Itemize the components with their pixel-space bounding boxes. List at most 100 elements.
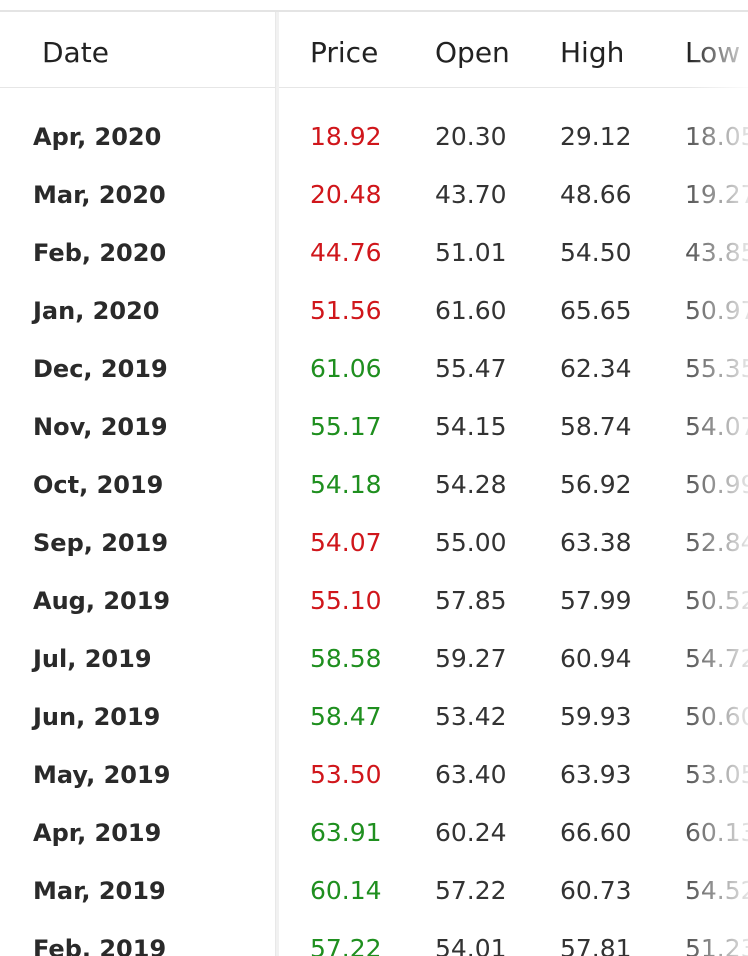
header-high[interactable]: High [560, 36, 625, 69]
cell-high: 29.12 [560, 122, 632, 151]
cell-high: 59.93 [560, 702, 632, 731]
cell-date: Oct, 2019 [33, 471, 164, 499]
cell-low: 50.60 [685, 702, 748, 731]
cell-high: 58.74 [560, 412, 632, 441]
cell-open: 51.01 [435, 238, 507, 267]
header-open[interactable]: Open [435, 36, 510, 69]
cell-high: 63.38 [560, 528, 632, 557]
cell-open: 57.85 [435, 586, 507, 615]
table-row[interactable]: Nov, 2019 55.17 54.15 58.74 54.07 [0, 398, 748, 456]
cell-low: 43.85 [685, 238, 748, 267]
cell-open: 43.70 [435, 180, 507, 209]
cell-date: Mar, 2019 [33, 877, 166, 905]
cell-price: 20.48 [310, 180, 382, 209]
cell-price: 54.18 [310, 470, 382, 499]
cell-open: 55.00 [435, 528, 507, 557]
cell-date: Nov, 2019 [33, 413, 168, 441]
cell-low: 18.05 [685, 122, 748, 151]
cell-open: 53.42 [435, 702, 507, 731]
cell-high: 57.81 [560, 934, 632, 956]
cell-open: 54.15 [435, 412, 507, 441]
cell-price: 51.56 [310, 296, 382, 325]
cell-high: 60.73 [560, 876, 632, 905]
table-row[interactable]: Jul, 2019 58.58 59.27 60.94 54.72 [0, 630, 748, 688]
cell-high: 57.99 [560, 586, 632, 615]
cell-high: 66.60 [560, 818, 632, 847]
table-row[interactable]: May, 2019 53.50 63.40 63.93 53.05 [0, 746, 748, 804]
cell-low: 50.99 [685, 470, 748, 499]
cell-high: 65.65 [560, 296, 632, 325]
cell-price: 18.92 [310, 122, 382, 151]
cell-date: Apr, 2019 [33, 819, 162, 847]
table-row[interactable]: Apr, 2020 18.92 20.30 29.12 18.05 [0, 108, 748, 166]
cell-open: 54.01 [435, 934, 507, 956]
table-row[interactable]: Feb, 2020 44.76 51.01 54.50 43.85 [0, 224, 748, 282]
cell-high: 56.92 [560, 470, 632, 499]
cell-open: 63.40 [435, 760, 507, 789]
cell-price: 55.17 [310, 412, 382, 441]
frozen-column-divider [275, 12, 279, 956]
table-header: Date Price Open High Low [0, 12, 748, 88]
table-row[interactable]: Apr, 2019 63.91 60.24 66.60 60.13 [0, 804, 748, 862]
cell-high: 63.93 [560, 760, 632, 789]
cell-low: 54.52 [685, 876, 748, 905]
cell-high: 54.50 [560, 238, 632, 267]
table-row[interactable]: Jan, 2020 51.56 61.60 65.65 50.97 [0, 282, 748, 340]
top-border [0, 0, 748, 12]
table-row[interactable]: Jun, 2019 58.47 53.42 59.93 50.60 [0, 688, 748, 746]
table-row[interactable]: Aug, 2019 55.10 57.85 57.99 50.52 [0, 572, 748, 630]
cell-date: Aug, 2019 [33, 587, 171, 615]
cell-high: 60.94 [560, 644, 632, 673]
table-row[interactable]: Mar, 2020 20.48 43.70 48.66 19.27 [0, 166, 748, 224]
table-row[interactable]: Dec, 2019 61.06 55.47 62.34 55.35 [0, 340, 748, 398]
cell-date: Jul, 2019 [33, 645, 152, 673]
cell-date: Jan, 2020 [33, 297, 160, 325]
cell-date: Apr, 2020 [33, 123, 162, 151]
header-price[interactable]: Price [310, 36, 379, 69]
cell-open: 55.47 [435, 354, 507, 383]
cell-high: 48.66 [560, 180, 632, 209]
cell-low: 54.72 [685, 644, 748, 673]
header-date[interactable]: Date [42, 36, 109, 69]
cell-price: 55.10 [310, 586, 382, 615]
cell-low: 52.84 [685, 528, 748, 557]
cell-date: Sep, 2019 [33, 529, 169, 557]
cell-low: 19.27 [685, 180, 748, 209]
cell-price: 61.06 [310, 354, 382, 383]
table-row[interactable]: Oct, 2019 54.18 54.28 56.92 50.99 [0, 456, 748, 514]
cell-low: 60.13 [685, 818, 748, 847]
cell-price: 57.22 [310, 934, 382, 956]
cell-open: 20.30 [435, 122, 507, 151]
cell-price: 54.07 [310, 528, 382, 557]
cell-low: 50.97 [685, 296, 748, 325]
table-row[interactable]: Feb, 2019 57.22 54.01 57.81 51.23 [0, 920, 748, 956]
cell-price: 44.76 [310, 238, 382, 267]
cell-price: 58.58 [310, 644, 382, 673]
cell-date: Mar, 2020 [33, 181, 166, 209]
cell-low: 50.52 [685, 586, 748, 615]
cell-open: 60.24 [435, 818, 507, 847]
cell-low: 55.35 [685, 354, 748, 383]
cell-high: 62.34 [560, 354, 632, 383]
cell-low: 53.05 [685, 760, 748, 789]
cell-price: 53.50 [310, 760, 382, 789]
table-body[interactable]: Apr, 2020 18.92 20.30 29.12 18.05 Mar, 2020 20… [0, 108, 748, 956]
header-low[interactable]: Low [685, 36, 741, 69]
cell-open: 59.27 [435, 644, 507, 673]
cell-price: 63.91 [310, 818, 382, 847]
cell-date: Dec, 2019 [33, 355, 168, 383]
cell-open: 54.28 [435, 470, 507, 499]
cell-low: 54.07 [685, 412, 748, 441]
cell-price: 58.47 [310, 702, 382, 731]
cell-date: May, 2019 [33, 761, 171, 789]
cell-date: Feb, 2019 [33, 935, 167, 956]
table-row[interactable]: Mar, 2019 60.14 57.22 60.73 54.52 [0, 862, 748, 920]
table-row[interactable]: Sep, 2019 54.07 55.00 63.38 52.84 [0, 514, 748, 572]
cell-date: Feb, 2020 [33, 239, 167, 267]
cell-low: 51.23 [685, 934, 748, 956]
cell-date: Jun, 2019 [33, 703, 161, 731]
cell-open: 61.60 [435, 296, 507, 325]
cell-price: 60.14 [310, 876, 382, 905]
cell-open: 57.22 [435, 876, 507, 905]
